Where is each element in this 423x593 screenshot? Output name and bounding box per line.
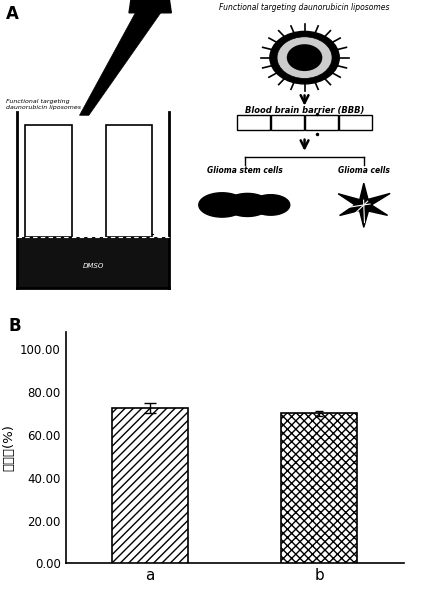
Bar: [281, 413, 357, 563]
Bar: [339, 115, 372, 130]
Bar: [271, 115, 304, 130]
Bar: [237, 115, 270, 130]
Text: B: B: [8, 317, 21, 335]
Bar: [106, 125, 152, 237]
Polygon shape: [338, 183, 390, 227]
FancyArrowPatch shape: [301, 95, 308, 103]
FancyArrowPatch shape: [301, 139, 308, 148]
Bar: [17, 237, 169, 288]
Y-axis label: 生存率(%): 生存率(%): [3, 424, 16, 471]
Circle shape: [277, 37, 332, 78]
Bar: [25, 125, 72, 237]
Polygon shape: [252, 195, 290, 215]
Bar: [305, 115, 338, 130]
Polygon shape: [80, 13, 161, 115]
Text: Glioma cells: Glioma cells: [338, 166, 390, 175]
Polygon shape: [225, 193, 269, 216]
Text: Glioma stem cells: Glioma stem cells: [207, 166, 283, 175]
Circle shape: [270, 31, 339, 84]
Text: DMSO: DMSO: [82, 263, 104, 269]
Polygon shape: [129, 0, 171, 13]
Circle shape: [287, 44, 322, 71]
Text: Blood brain barrier (BBB): Blood brain barrier (BBB): [245, 106, 364, 115]
Text: Functional targeting
daunorubicin liposomes: Functional targeting daunorubicin liposo…: [6, 99, 81, 110]
Bar: [112, 408, 188, 563]
Text: A: A: [6, 5, 19, 23]
Text: Functional targeting daunorubicin liposomes: Functional targeting daunorubicin liposo…: [219, 3, 390, 12]
Polygon shape: [199, 193, 245, 217]
